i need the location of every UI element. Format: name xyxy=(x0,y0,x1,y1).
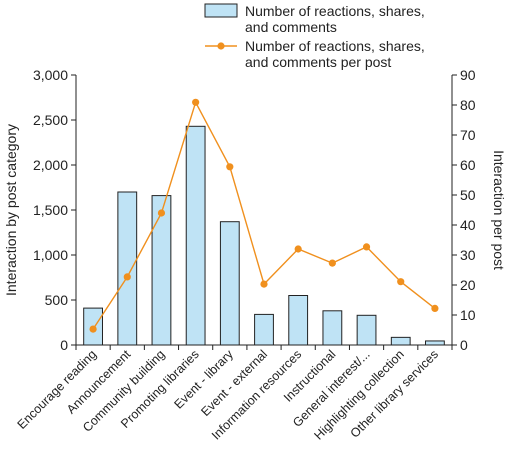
right-tick-label: 20 xyxy=(460,277,476,293)
line-point xyxy=(89,325,97,333)
bar xyxy=(219,221,240,346)
left-tick-label: 1,000 xyxy=(33,247,68,263)
right-tick-label: 80 xyxy=(460,97,476,113)
bar xyxy=(151,195,172,346)
right-tick-label: 30 xyxy=(460,247,476,263)
legend-line-marker xyxy=(217,42,225,50)
right-tick-label: 50 xyxy=(460,187,476,203)
line-point xyxy=(397,278,405,286)
right-tick-label: 0 xyxy=(460,337,468,353)
left-tick-label: 3,000 xyxy=(33,67,68,83)
bar xyxy=(425,340,445,346)
right-tick-label: 60 xyxy=(460,157,476,173)
left-tick-label: 1,500 xyxy=(33,202,68,218)
bar xyxy=(288,295,309,346)
bar-series xyxy=(83,125,445,346)
left-tick-label: 2,500 xyxy=(33,112,68,128)
legend-bar-label: and comments xyxy=(245,19,337,35)
line-point xyxy=(123,273,131,281)
right-axis-title: Interaction per post xyxy=(491,150,507,270)
left-tick-label: 500 xyxy=(45,292,69,308)
line-point xyxy=(294,245,302,253)
right-tick-label: 70 xyxy=(460,127,476,143)
bar xyxy=(356,314,377,346)
left-axis-title: Interaction by post category xyxy=(3,124,19,296)
legend-bar-label: Number of reactions, shares, xyxy=(245,3,425,19)
line-point xyxy=(226,163,234,171)
line-point xyxy=(328,259,336,267)
legend: Number of reactions, shares,and comments… xyxy=(204,3,425,70)
line-point xyxy=(431,304,439,312)
axes: 0 500 1,000 1,500 2,000 2,500 3,000 0 10 20 30 40 50… xyxy=(3,67,507,443)
left-tick-label: 2,000 xyxy=(33,157,68,173)
legend-bar-swatch xyxy=(204,3,238,18)
legend-line-label: Number of reactions, shares, xyxy=(245,38,425,54)
bar xyxy=(390,336,411,346)
line-path xyxy=(92,100,436,330)
bar xyxy=(117,191,138,346)
line-point xyxy=(260,280,268,288)
left-tick-label: 0 xyxy=(60,337,68,353)
line-point xyxy=(362,243,371,251)
right-tick-label: 90 xyxy=(460,67,476,83)
line-series xyxy=(89,98,439,333)
legend-line-label: and comments per post xyxy=(245,54,391,70)
line-point xyxy=(157,209,166,217)
bar xyxy=(185,125,206,346)
line-point xyxy=(192,98,200,106)
right-tick-label: 10 xyxy=(460,307,476,323)
bar xyxy=(254,313,274,346)
right-tick-label: 40 xyxy=(460,217,476,233)
bar xyxy=(322,310,343,346)
